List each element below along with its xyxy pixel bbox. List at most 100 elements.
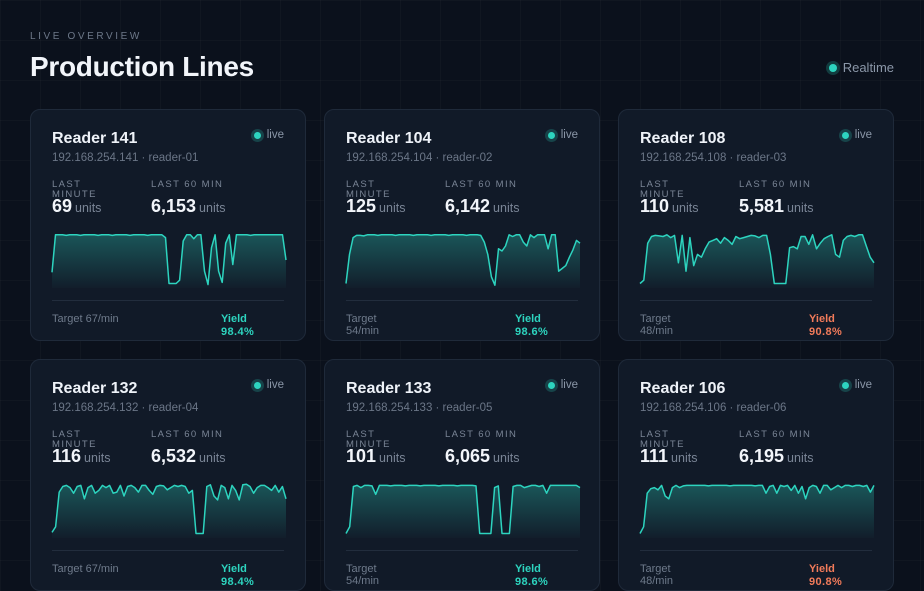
target-rate: Target 48/min bbox=[640, 563, 674, 587]
sparkline-area bbox=[640, 485, 874, 538]
units-label: units bbox=[493, 451, 520, 465]
live-dot-icon bbox=[547, 381, 555, 389]
reader-address: 192.168.254.104 · reader-02 bbox=[346, 152, 493, 164]
reader-card-3[interactable]: Reader 108 192.168.254.108 · reader-03 l… bbox=[618, 109, 894, 341]
target-rate: Target 54/min bbox=[346, 313, 380, 337]
reader-name: Reader 132 bbox=[52, 380, 138, 397]
card-divider bbox=[52, 300, 284, 301]
reader-address: 192.168.254.141 · reader-01 bbox=[52, 152, 199, 164]
target-rate: Target 67/min bbox=[52, 563, 119, 575]
last-60-min-label: LAST 60 MIN bbox=[739, 179, 812, 190]
last-minute-number: 111 bbox=[640, 446, 669, 466]
live-label: live bbox=[266, 129, 284, 141]
throughput-sparkline bbox=[51, 234, 287, 288]
last-minute-number: 69 bbox=[52, 196, 73, 216]
live-dot-icon bbox=[253, 131, 261, 139]
last-60-min-number: 6,153 bbox=[151, 196, 197, 216]
live-dot-icon bbox=[547, 131, 555, 139]
throughput-sparkline bbox=[639, 484, 875, 538]
units-label: units bbox=[75, 201, 102, 215]
yield-label: Yield bbox=[515, 313, 541, 325]
sparkline-area bbox=[52, 234, 286, 288]
sparkline-area bbox=[346, 234, 580, 288]
last-60-min-number: 6,142 bbox=[445, 196, 491, 216]
card-divider bbox=[52, 550, 284, 551]
reader-name: Reader 104 bbox=[346, 130, 432, 147]
yield-label: Yield bbox=[809, 313, 835, 325]
live-dot-icon bbox=[841, 131, 849, 139]
units-label: units bbox=[379, 451, 406, 465]
target-rate: Target 48/min bbox=[640, 313, 674, 337]
last-minute-value: 111 units bbox=[640, 446, 697, 467]
reader-address: 192.168.254.132 · reader-04 bbox=[52, 402, 199, 414]
sparkline-line bbox=[345, 234, 581, 286]
production-lines-grid: Reader 141 192.168.254.141 · reader-01 l… bbox=[30, 109, 894, 591]
last-60-min-value: 5,581 units bbox=[739, 196, 813, 217]
live-dot-icon bbox=[841, 381, 849, 389]
reader-name: Reader 106 bbox=[640, 380, 726, 397]
units-label: units bbox=[84, 451, 111, 465]
last-minute-label: LAST MINUTE bbox=[52, 429, 97, 450]
last-60-min-label: LAST 60 MIN bbox=[151, 179, 224, 190]
yield-value: 98.6% bbox=[515, 326, 549, 338]
yield-value: 98.6% bbox=[515, 576, 549, 588]
target-rate: Target 54/min bbox=[346, 563, 380, 587]
units-label: units bbox=[379, 201, 406, 215]
units-label: units bbox=[493, 201, 520, 215]
card-divider bbox=[346, 550, 578, 551]
page-title: Production Lines bbox=[30, 51, 254, 82]
live-badge: live bbox=[841, 379, 872, 391]
throughput-sparkline bbox=[345, 234, 581, 288]
reader-card-5[interactable]: Reader 133 192.168.254.133 · reader-05 l… bbox=[324, 359, 600, 591]
last-60-min-number: 6,532 bbox=[151, 446, 197, 466]
live-label: live bbox=[266, 379, 284, 391]
yield-label: Yield bbox=[221, 313, 247, 325]
reader-address: 192.168.254.106 · reader-06 bbox=[640, 402, 787, 414]
throughput-sparkline bbox=[51, 483, 287, 538]
units-label: units bbox=[199, 201, 226, 215]
last-60-min-value: 6,195 units bbox=[739, 446, 813, 467]
last-60-min-value: 6,532 units bbox=[151, 446, 225, 467]
live-label: live bbox=[854, 379, 872, 391]
last-minute-number: 101 bbox=[346, 446, 377, 466]
live-label: live bbox=[560, 379, 578, 391]
live-badge: live bbox=[253, 379, 284, 391]
yield-value: 98.4% bbox=[221, 326, 255, 338]
live-badge: live bbox=[547, 129, 578, 141]
last-minute-number: 110 bbox=[640, 196, 670, 216]
card-divider bbox=[346, 300, 578, 301]
last-60-min-label: LAST 60 MIN bbox=[445, 179, 518, 190]
last-minute-value: 110 units bbox=[640, 196, 698, 217]
last-60-min-label: LAST 60 MIN bbox=[151, 429, 224, 440]
yield-label: Yield bbox=[809, 563, 835, 575]
reader-card-1[interactable]: Reader 141 192.168.254.141 · reader-01 l… bbox=[30, 109, 306, 341]
yield-label: Yield bbox=[515, 563, 541, 575]
reader-card-4[interactable]: Reader 132 192.168.254.132 · reader-04 l… bbox=[30, 359, 306, 591]
last-minute-value: 125 units bbox=[346, 196, 405, 217]
last-minute-label: LAST MINUTE bbox=[52, 179, 97, 200]
reader-name: Reader 141 bbox=[52, 130, 138, 147]
reader-name: Reader 108 bbox=[640, 130, 726, 147]
live-badge: live bbox=[253, 129, 284, 141]
last-60-min-number: 5,581 bbox=[739, 196, 785, 216]
last-60-min-value: 6,142 units bbox=[445, 196, 519, 217]
last-60-min-value: 6,065 units bbox=[445, 446, 519, 467]
reader-name: Reader 133 bbox=[346, 380, 432, 397]
reader-card-6[interactable]: Reader 106 192.168.254.106 · reader-06 l… bbox=[618, 359, 894, 591]
sparkline-line bbox=[639, 484, 875, 534]
realtime-indicator[interactable]: Realtime bbox=[828, 60, 894, 75]
last-60-min-number: 6,195 bbox=[739, 446, 785, 466]
last-minute-value: 101 units bbox=[346, 446, 405, 467]
sparkline-area bbox=[346, 485, 580, 538]
last-minute-label: LAST MINUTE bbox=[640, 179, 685, 200]
last-minute-value: 116 units bbox=[52, 446, 110, 467]
reader-card-2[interactable]: Reader 104 192.168.254.104 · reader-02 l… bbox=[324, 109, 600, 341]
last-60-min-label: LAST 60 MIN bbox=[445, 429, 518, 440]
throughput-sparkline bbox=[345, 484, 581, 538]
yield-value: 98.4% bbox=[221, 576, 255, 588]
sparkline-area bbox=[640, 234, 874, 288]
last-60-min-label: LAST 60 MIN bbox=[739, 429, 812, 440]
live-label: live bbox=[854, 129, 872, 141]
last-60-min-number: 6,065 bbox=[445, 446, 491, 466]
live-dot-icon bbox=[253, 381, 261, 389]
